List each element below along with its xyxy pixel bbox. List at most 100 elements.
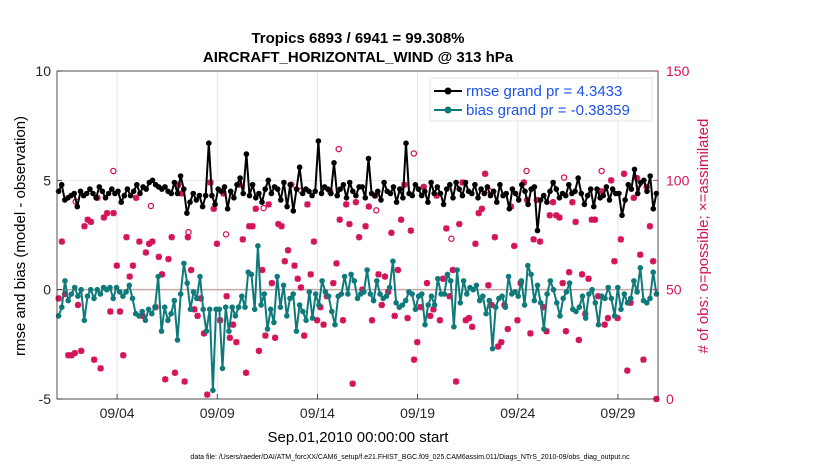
bias-point — [470, 286, 477, 293]
obs-assimilated-marker — [355, 233, 363, 241]
obs-assimilated-marker — [168, 233, 175, 241]
bias-point — [457, 300, 464, 306]
rmse-point — [359, 184, 366, 190]
obs-assimilated-marker — [307, 271, 314, 278]
obs-assimilated-stroke — [549, 199, 557, 206]
obs-assimilated-stroke — [194, 312, 201, 320]
bias-point — [451, 324, 457, 330]
obs-assimilated-stroke — [136, 238, 143, 245]
rmse-point — [525, 201, 531, 208]
rmse-point — [130, 188, 137, 195]
bias-point — [210, 387, 216, 394]
rmse-point — [490, 188, 497, 195]
rmse-point — [259, 199, 265, 205]
bias-point — [312, 291, 319, 297]
rmse-point — [346, 179, 353, 186]
rmse-point — [171, 179, 178, 186]
obs-assimilated-stroke — [81, 223, 88, 230]
rmse-point — [403, 140, 409, 146]
bias-point — [566, 280, 573, 286]
legend-bias-marker — [444, 106, 452, 114]
bias-point — [422, 321, 428, 328]
obs-assimilated-stroke — [229, 321, 237, 328]
obs-assimilated-stroke — [284, 247, 292, 254]
rmse-point — [422, 188, 428, 195]
axis-ticks: 09/04 09/09 09/14 09/19 09/24 09/29-505100501… — [35, 63, 689, 421]
obs-assimilated-stroke — [608, 177, 615, 184]
bias-point — [94, 286, 100, 293]
obs-assimilated-stroke — [566, 269, 573, 276]
obs-assimilated-stroke — [352, 199, 359, 206]
obs-assimilated-marker — [423, 279, 431, 287]
obs-assimilated-marker — [249, 223, 256, 230]
legend-rmse-marker — [444, 87, 452, 95]
rmse-point — [218, 188, 225, 195]
obs-assimilated-stroke — [362, 223, 369, 230]
obs-assimilated-marker — [527, 330, 534, 337]
obs-assimilated-stroke — [478, 205, 486, 212]
bias-point — [203, 328, 210, 335]
rmse-point — [609, 186, 616, 192]
obs-assimilated-stroke — [71, 349, 78, 357]
rmse-point — [325, 186, 331, 192]
bias-point — [393, 300, 399, 306]
obs-assimilated-stroke — [427, 312, 434, 320]
rmse-point — [265, 177, 272, 184]
rmse-point — [102, 195, 109, 201]
bias-point — [650, 269, 656, 276]
obs-assimilated-stroke — [410, 356, 418, 363]
bias-point — [290, 291, 297, 297]
bias-point — [541, 326, 547, 332]
bias-point — [165, 317, 171, 324]
bias-point — [644, 300, 650, 306]
obs-assimilated-marker — [481, 170, 489, 177]
bias-point — [113, 284, 120, 291]
obs-assimilated-marker — [187, 266, 195, 274]
obs-assimilated-marker — [278, 223, 285, 230]
obs-assimilated-stroke — [226, 334, 233, 341]
rmse-point — [90, 190, 96, 197]
obs-assimilated-marker — [300, 332, 308, 339]
obs-assimilated-stroke — [378, 301, 385, 309]
obs-assimilated-stroke — [103, 210, 111, 217]
rmse-point — [437, 190, 444, 197]
bias-point — [428, 293, 435, 300]
bias-point — [473, 282, 480, 289]
rmse-point — [634, 190, 641, 197]
rmse-point — [231, 195, 237, 201]
obs-assimilated-stroke — [301, 332, 308, 339]
obs-assimilated-marker — [491, 233, 499, 241]
obs-assimilated-stroke — [262, 332, 269, 339]
obs-possible-marker — [410, 150, 418, 157]
y-tick-label-left: -5 — [39, 391, 52, 407]
obs-assimilated-marker — [155, 253, 162, 261]
obs-assimilated-marker — [407, 227, 415, 234]
bias-point — [425, 302, 432, 308]
obs-assimilated-stroke — [491, 234, 498, 241]
bias-point — [637, 265, 644, 271]
obs-assimilated-stroke — [129, 262, 137, 269]
bias-point — [518, 278, 525, 284]
bias-point — [537, 300, 544, 306]
obs-assimilated-marker — [291, 262, 298, 269]
bias-point — [476, 297, 483, 304]
obs-assimilated-marker — [258, 266, 266, 274]
rmse-point — [515, 197, 522, 203]
bias-point — [97, 291, 104, 297]
obs-assimilated-marker — [252, 205, 259, 212]
obs-assimilated-stroke — [514, 317, 521, 324]
obs-assimilated-stroke — [562, 328, 570, 335]
obs-assimilated-stroke — [482, 170, 489, 177]
bias-point — [464, 291, 470, 297]
bias-point — [194, 295, 200, 302]
rmse-point — [481, 190, 488, 197]
obs-assimilated-marker — [333, 260, 340, 267]
obs-assimilated-stroke — [620, 170, 628, 177]
obs-assimilated-stroke — [168, 234, 175, 241]
bias-point — [258, 302, 264, 308]
bias-point — [624, 300, 631, 306]
rmse-point — [196, 192, 203, 199]
obs-possible-marker — [598, 167, 605, 175]
rmse-point — [572, 188, 578, 195]
